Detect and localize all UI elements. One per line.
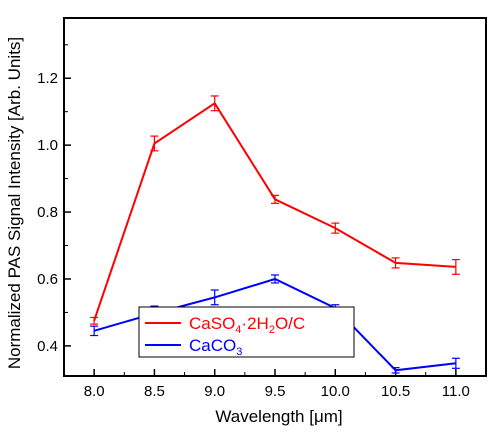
legend-label-caco3: CaCO3 bbox=[189, 336, 242, 358]
plot-frame bbox=[63, 17, 487, 377]
y-tick-label: 0.8 bbox=[37, 204, 58, 221]
x-tick-label: 10.0 bbox=[321, 383, 350, 400]
legend-label-caso4: CaSO4·2H2O/C bbox=[189, 314, 305, 336]
x-tick-label: 9.0 bbox=[204, 383, 225, 400]
x-tick-label: 9.5 bbox=[265, 383, 286, 400]
y-tick-label: 0.6 bbox=[37, 271, 58, 288]
x-tick-label: 8.5 bbox=[144, 383, 165, 400]
y-tick-label: 0.4 bbox=[37, 338, 58, 355]
y-tick-label: 1.0 bbox=[37, 137, 58, 154]
tick-label-layer: 8.0 8.5 9.0 9.5 10.0 10.5 11.0 0.4 0.6 0.8 1.0 1.2 bbox=[37, 70, 470, 400]
x-tick-label: 11.0 bbox=[442, 383, 470, 400]
x-tick-label: 8.0 bbox=[84, 383, 105, 400]
y-axis-label: Normalized PAS Signal Intensity [Arb. Un… bbox=[5, 37, 24, 369]
series-line-0 bbox=[93, 101, 456, 322]
y-tick-label: 1.2 bbox=[37, 70, 58, 87]
x-tick-label: 10.5 bbox=[381, 383, 410, 400]
legend-box bbox=[138, 306, 355, 358]
legend: CaSO4·2H2O/C CaCO3 bbox=[138, 306, 355, 358]
x-axis-label: Wavelength [μm] bbox=[215, 407, 342, 426]
